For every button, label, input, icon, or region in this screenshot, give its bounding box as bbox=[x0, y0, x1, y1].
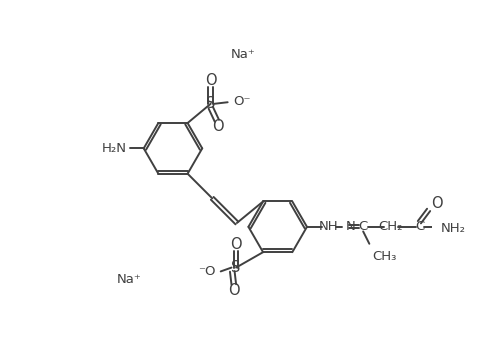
Text: O: O bbox=[212, 119, 224, 135]
Text: O: O bbox=[230, 237, 241, 252]
Text: C: C bbox=[358, 220, 367, 233]
Text: O: O bbox=[430, 196, 442, 211]
Text: S: S bbox=[205, 96, 215, 111]
Text: NH: NH bbox=[318, 220, 337, 233]
Text: Na⁺: Na⁺ bbox=[117, 273, 141, 286]
Text: C: C bbox=[414, 220, 423, 233]
Text: O: O bbox=[228, 283, 239, 298]
Text: CH₃: CH₃ bbox=[372, 250, 396, 263]
Text: Na⁺: Na⁺ bbox=[230, 48, 255, 61]
Text: O⁻: O⁻ bbox=[232, 95, 250, 108]
Text: NH₂: NH₂ bbox=[440, 222, 465, 235]
Text: N: N bbox=[345, 220, 354, 233]
Text: ⁻O: ⁻O bbox=[197, 265, 215, 278]
Text: CH₂: CH₂ bbox=[377, 220, 402, 233]
Text: H₂N: H₂N bbox=[102, 142, 127, 155]
Text: O: O bbox=[204, 73, 216, 88]
Text: S: S bbox=[231, 260, 240, 275]
